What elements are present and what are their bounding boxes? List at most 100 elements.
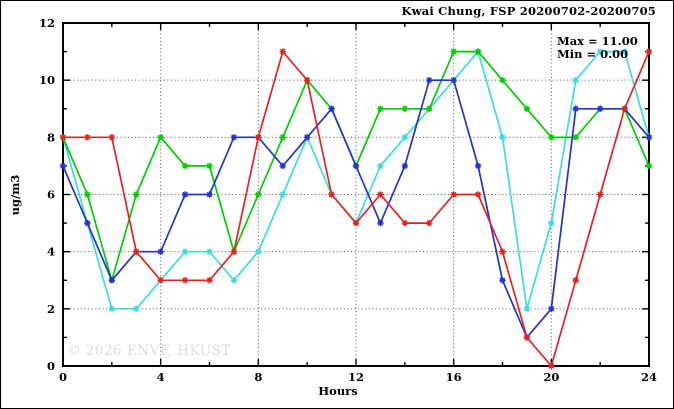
series-blue-marker [303, 134, 311, 141]
plot-border [62, 22, 650, 367]
series-cyan-marker [523, 305, 531, 313]
series-red-marker [377, 191, 384, 198]
series-cyan-marker [621, 48, 628, 55]
x-tick-label: 16 [446, 370, 462, 384]
series-cyan-marker [499, 134, 506, 141]
x-tick-label: 0 [59, 370, 67, 384]
series-cyan-marker [255, 248, 262, 255]
series-blue-marker [645, 134, 653, 141]
series-green-marker [474, 48, 482, 55]
series-red-marker [401, 219, 409, 227]
series-green-marker [572, 134, 579, 141]
y-tick-label: 4 [47, 245, 55, 259]
series-red-marker [84, 134, 91, 141]
series-blue-marker [450, 76, 457, 84]
series-blue-marker [572, 105, 579, 112]
y-tick-label: 0 [47, 359, 55, 373]
x-axis-title: Hours [318, 384, 358, 398]
y-tick-label: 6 [47, 188, 55, 202]
x-tick-label: 24 [641, 370, 657, 384]
series-green-marker [499, 76, 506, 84]
series-cyan-marker [377, 162, 384, 170]
series-blue-marker [108, 277, 116, 284]
y-tick-label: 10 [39, 73, 55, 87]
series-blue-marker [426, 76, 433, 84]
series-green-marker [279, 134, 286, 141]
x-tick-label: 8 [254, 370, 262, 384]
series-red-marker [596, 191, 604, 198]
series-blue-marker [157, 248, 164, 255]
series-red-marker [645, 48, 653, 55]
series-red-marker [157, 277, 164, 284]
series-green-marker [377, 105, 384, 112]
series-red-marker [523, 334, 531, 341]
series-cyan-marker [572, 76, 579, 84]
y-tick-label: 2 [47, 302, 55, 316]
series-green-marker [255, 191, 262, 198]
series-red-marker [133, 248, 140, 255]
series-blue-marker [206, 191, 213, 198]
series-blue-marker [596, 105, 604, 112]
series-red-marker [59, 134, 67, 141]
x-tick-label: 12 [348, 370, 364, 384]
series-green-marker [157, 134, 164, 141]
series-green-marker [450, 48, 457, 55]
series-green-marker [548, 134, 555, 141]
series-red-marker [181, 277, 189, 284]
min-annotation: Min = 0.00 [557, 47, 628, 61]
series-blue-marker [499, 277, 506, 284]
series-red-marker [279, 48, 286, 55]
max-annotation: Max = 11.00 [557, 34, 638, 48]
series-blue-marker [352, 162, 360, 170]
series-blue-marker [181, 191, 189, 198]
chart-title: Kwai Chung, FSP 20200702-20200705 [401, 4, 656, 18]
series-red-marker [328, 191, 335, 198]
series-cyan-marker [596, 48, 604, 55]
series-green-marker [84, 191, 91, 198]
watermark: © 2026 ENVF, HKUST [67, 343, 231, 359]
series-cyan-marker [230, 277, 238, 284]
series-red-marker [255, 134, 262, 141]
series-red-marker [450, 191, 457, 198]
series-red-marker [621, 105, 628, 112]
series-red-marker [303, 76, 311, 84]
series-green-marker [426, 105, 433, 112]
series-red-marker [572, 277, 579, 284]
series-red-marker [352, 219, 360, 227]
series-blue-marker [230, 134, 238, 141]
x-tick-label: 4 [157, 370, 165, 384]
series-cyan-marker [108, 305, 116, 313]
series-green-marker [523, 105, 531, 112]
series-red-marker [499, 248, 506, 255]
series-green-marker [206, 162, 213, 170]
y-tick-label: 12 [39, 16, 55, 30]
series-blue-marker [84, 219, 91, 227]
series-red-marker [230, 248, 238, 255]
series-blue-marker [401, 162, 409, 170]
series-cyan-marker [133, 305, 140, 313]
series-cyan-line [62, 50, 650, 310]
series-red-marker [426, 219, 433, 227]
series-red-marker [474, 191, 482, 198]
series-blue-line [62, 79, 650, 339]
series-red-marker [206, 277, 213, 284]
series-blue-marker [548, 305, 555, 313]
series-cyan-marker [181, 248, 189, 255]
series-green-marker [401, 105, 409, 112]
series-green-marker [645, 162, 653, 170]
y-axis-title: ug/m3 [8, 174, 22, 216]
series-blue-marker [377, 219, 384, 227]
series-cyan-marker [206, 248, 213, 255]
series-blue-marker [474, 162, 482, 170]
series-blue-marker [59, 162, 67, 170]
y-tick-label: 8 [47, 130, 55, 144]
series-blue-marker [279, 162, 286, 170]
series-cyan-marker [401, 134, 409, 141]
series-red-marker [108, 134, 116, 141]
series-green-marker [181, 162, 189, 170]
series-cyan-marker [279, 191, 286, 198]
x-tick-label: 20 [543, 370, 559, 384]
series-cyan-marker [548, 219, 555, 227]
